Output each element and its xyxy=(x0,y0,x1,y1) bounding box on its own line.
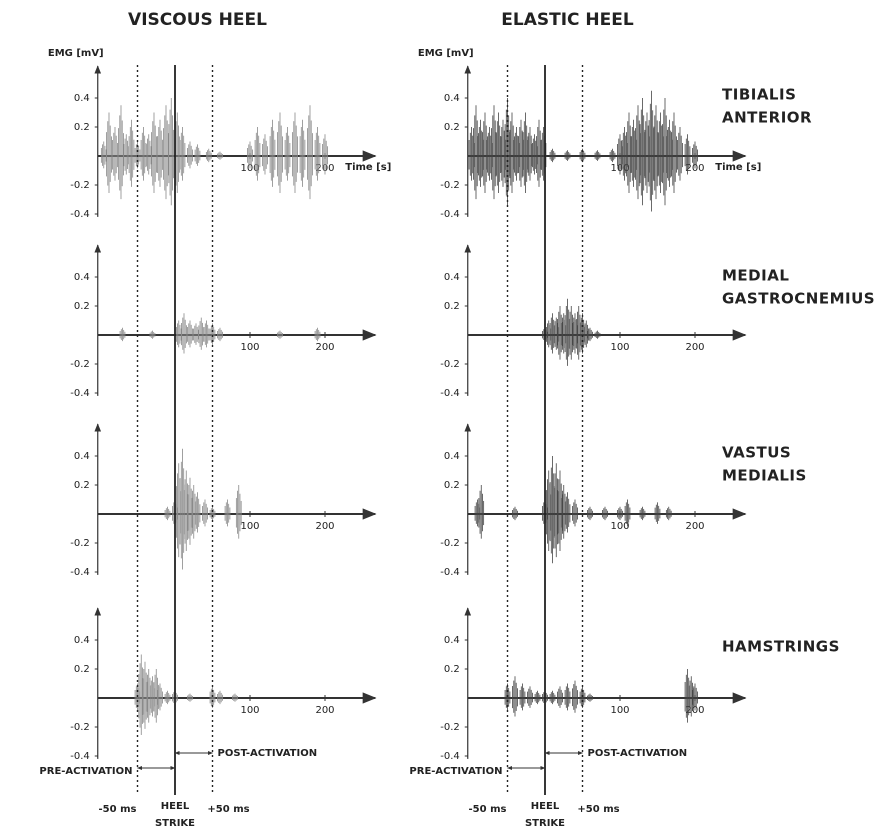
x-tick-label: 200 xyxy=(315,705,334,716)
y-tick-label: 0.2 xyxy=(74,480,90,491)
y-tick-label: 0.2 xyxy=(444,480,460,491)
muscle-label: MEDIAL xyxy=(722,267,789,285)
muscle-label: HAMSTRINGS xyxy=(722,638,840,656)
y-tick-label: 0.4 xyxy=(444,635,460,646)
x-tick-label: 200 xyxy=(685,163,704,174)
plus-label: +50 ms xyxy=(577,804,619,815)
y-tick-label: 0.4 xyxy=(444,272,460,283)
y-tick-label: -0.2 xyxy=(440,538,460,549)
y-tick-label: -0.4 xyxy=(440,388,460,399)
plus-label: +50 ms xyxy=(207,804,249,815)
x-tick-label: 100 xyxy=(240,163,259,174)
pre-label: PRE-ACTIVATION xyxy=(409,766,502,777)
minus-label: -50 ms xyxy=(469,804,507,815)
y-tick-label: -0.4 xyxy=(70,388,90,399)
x-tick-label: 100 xyxy=(240,521,259,532)
y-tick-label: -0.2 xyxy=(70,538,90,549)
strike-label: STRIKE xyxy=(155,818,195,829)
post-label: POST-ACTIVATION xyxy=(588,748,688,759)
y-tick-label: 0.2 xyxy=(444,122,460,133)
y-tick-label: 0.2 xyxy=(74,664,90,675)
x-tick-label: 200 xyxy=(685,705,704,716)
y-tick-label: -0.2 xyxy=(440,359,460,370)
x-tick-label: 100 xyxy=(610,705,629,716)
y-tick-label: -0.2 xyxy=(70,180,90,191)
x-tick-label: 100 xyxy=(610,521,629,532)
muscle-label: VASTUS xyxy=(722,444,791,462)
x-axis-label: Time [s] xyxy=(715,162,761,173)
y-tick-label: 0.4 xyxy=(74,272,90,283)
column-title: VISCOUS HEEL xyxy=(128,10,267,30)
muscle-label: MEDIALIS xyxy=(722,467,807,485)
y-tick-label: 0.2 xyxy=(444,664,460,675)
y-tick-label: 0.4 xyxy=(444,451,460,462)
y-tick-label: -0.2 xyxy=(70,359,90,370)
pre-label: PRE-ACTIVATION xyxy=(39,766,132,777)
strike-label: STRIKE xyxy=(525,818,565,829)
muscle-label: ANTERIOR xyxy=(722,109,812,127)
x-tick-label: 200 xyxy=(315,521,334,532)
y-tick-label: -0.4 xyxy=(440,751,460,762)
heel-label: HEEL xyxy=(161,801,190,812)
y-tick-label: -0.2 xyxy=(440,722,460,733)
y-tick-label: -0.4 xyxy=(440,209,460,220)
y-tick-label: 0.2 xyxy=(74,301,90,312)
x-tick-label: 100 xyxy=(240,705,259,716)
x-tick-label: 200 xyxy=(685,521,704,532)
x-tick-label: 100 xyxy=(610,342,629,353)
x-tick-label: 200 xyxy=(685,342,704,353)
y-tick-label: 0.4 xyxy=(444,93,460,104)
y-tick-label: 0.4 xyxy=(74,451,90,462)
y-tick-label: 0.2 xyxy=(74,122,90,133)
muscle-label: TIBIALIS xyxy=(722,86,796,104)
y-tick-label: -0.2 xyxy=(440,180,460,191)
muscle-label: GASTROCNEMIUS xyxy=(722,290,875,308)
y-tick-label: 0.4 xyxy=(74,93,90,104)
x-tick-label: 100 xyxy=(240,342,259,353)
x-tick-label: 200 xyxy=(315,342,334,353)
minus-label: -50 ms xyxy=(99,804,137,815)
y-tick-label: 0.4 xyxy=(74,635,90,646)
post-label: POST-ACTIVATION xyxy=(218,748,318,759)
y-axis-label: EMG [mV] xyxy=(48,48,104,59)
y-tick-label: -0.4 xyxy=(70,209,90,220)
x-axis-label: Time [s] xyxy=(345,162,391,173)
column-title: ELASTIC HEEL xyxy=(501,10,634,30)
y-axis-label: EMG [mV] xyxy=(418,48,474,59)
y-tick-label: -0.4 xyxy=(70,751,90,762)
heel-label: HEEL xyxy=(531,801,560,812)
y-tick-label: -0.2 xyxy=(70,722,90,733)
y-tick-label: 0.2 xyxy=(444,301,460,312)
y-tick-label: -0.4 xyxy=(70,567,90,578)
y-tick-label: -0.4 xyxy=(440,567,460,578)
